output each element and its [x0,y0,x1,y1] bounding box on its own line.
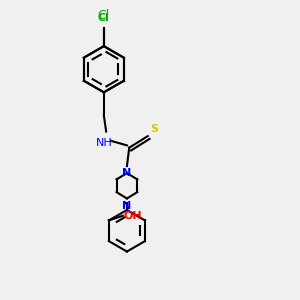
Text: S: S [150,124,158,134]
Text: OH: OH [124,211,142,221]
Text: N: N [122,169,131,178]
Text: Cl: Cl [98,13,110,23]
Text: N: N [122,201,131,211]
Text: Cl: Cl [98,9,110,22]
Text: NH: NH [95,139,112,148]
